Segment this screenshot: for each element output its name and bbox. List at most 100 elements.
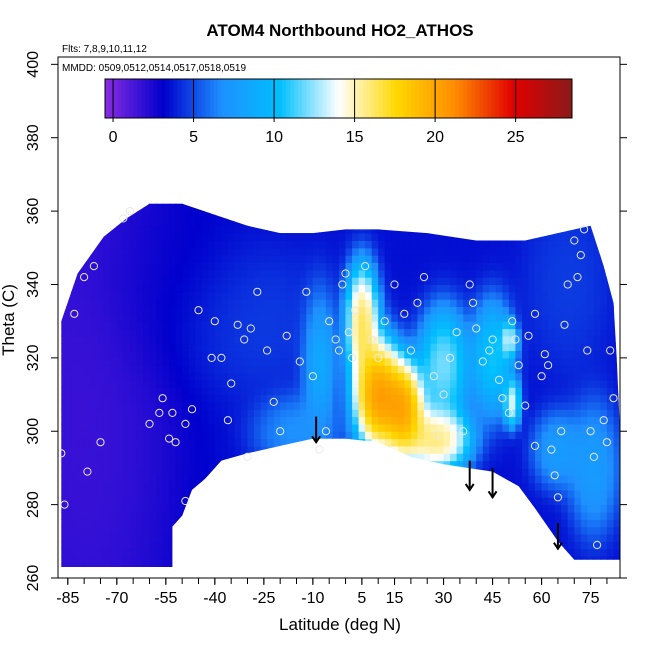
heatmap-cell <box>476 203 484 205</box>
heatmap-cell <box>391 519 399 528</box>
heatmap-cell <box>567 563 575 568</box>
heatmap-cell <box>417 445 425 454</box>
heatmap-cell <box>129 328 137 337</box>
heatmap-cell <box>554 255 562 263</box>
colorbar-swatch <box>402 79 408 118</box>
heatmap-cell <box>587 357 595 366</box>
heatmap-cell <box>123 489 131 498</box>
heatmap-cell <box>162 453 170 462</box>
heatmap-cell <box>214 482 222 491</box>
heatmap-cell <box>378 269 386 278</box>
heatmap-cell <box>260 357 268 366</box>
heatmap-cell <box>450 218 458 227</box>
sample-point <box>452 328 461 337</box>
heatmap-cell <box>384 497 392 506</box>
heatmap-cell <box>188 299 196 308</box>
heatmap-cell <box>437 519 445 528</box>
heatmap-cell <box>424 240 432 249</box>
heatmap-cell <box>208 240 216 249</box>
heatmap-cell <box>64 306 72 315</box>
heatmap-cell <box>522 394 530 403</box>
heatmap-cell <box>195 335 203 344</box>
heatmap-cell <box>489 534 497 542</box>
colorbar-swatch <box>217 79 223 118</box>
colorbar-swatch <box>145 79 150 118</box>
heatmap-cell <box>463 519 471 528</box>
heatmap-cell <box>286 284 294 293</box>
heatmap-cell <box>371 218 379 227</box>
heatmap-cell <box>208 401 216 410</box>
heatmap-cell <box>417 512 425 520</box>
heatmap-cell <box>345 556 353 564</box>
heatmap-cell <box>188 357 196 366</box>
heatmap-cell <box>325 409 333 418</box>
heatmap-cell <box>260 497 268 506</box>
heatmap-cell <box>371 556 379 564</box>
heatmap-cell <box>221 467 229 476</box>
sample-point <box>194 306 203 315</box>
heatmap-cell <box>110 453 118 462</box>
heatmap-cell <box>61 475 66 484</box>
heatmap-cell <box>103 504 111 513</box>
heatmap-cell <box>149 365 157 374</box>
heatmap-cell <box>554 291 562 300</box>
heatmap-cell <box>417 504 425 513</box>
heatmap-cell <box>241 548 249 557</box>
heatmap-cell <box>332 556 340 564</box>
heatmap-cell <box>430 284 438 293</box>
heatmap-cell <box>535 299 543 308</box>
heatmap-cell <box>384 343 392 352</box>
heatmap-cell <box>600 321 608 330</box>
heatmap-cell <box>293 438 301 447</box>
heatmap-cell <box>482 512 490 520</box>
heatmap-cell <box>208 269 216 278</box>
heatmap-cell <box>267 489 275 498</box>
heatmap-cell <box>443 431 451 440</box>
heatmap-cell <box>417 291 425 300</box>
heatmap-cell <box>97 365 105 374</box>
heatmap-cell <box>64 438 72 447</box>
heatmap-cell <box>162 225 170 234</box>
heatmap-cell <box>482 350 490 359</box>
heatmap-cell <box>97 438 105 447</box>
heatmap-cell <box>214 438 222 447</box>
heatmap-cell <box>469 409 477 418</box>
heatmap-cell <box>267 526 275 535</box>
heatmap-cell <box>214 343 222 352</box>
heatmap-cell <box>156 489 164 498</box>
heatmap-cell <box>286 401 294 410</box>
heatmap-cell <box>345 445 353 454</box>
heatmap-cell <box>600 313 608 322</box>
heatmap-cell <box>515 409 523 418</box>
heatmap-cell <box>482 467 490 476</box>
heatmap-cell <box>227 387 235 396</box>
heatmap-cell <box>306 284 314 293</box>
heatmap-cell <box>208 313 216 322</box>
heatmap-cell <box>129 475 137 484</box>
heatmap-cell <box>593 475 601 484</box>
heatmap-cell <box>319 401 327 410</box>
heatmap-cell <box>221 438 229 447</box>
heatmap-cell <box>384 262 392 271</box>
heatmap-cell <box>162 262 170 271</box>
heatmap-cell <box>397 423 405 432</box>
heatmap-cell <box>241 475 249 484</box>
heatmap-cell <box>495 277 503 285</box>
heatmap-cell <box>345 504 353 513</box>
heatmap-cell <box>201 512 209 520</box>
heatmap-cell <box>352 387 360 396</box>
heatmap-cell <box>541 409 549 418</box>
heatmap-cell <box>267 269 275 278</box>
heatmap-cell <box>404 357 412 366</box>
heatmap-cell <box>358 453 366 462</box>
heatmap-cell <box>600 203 608 212</box>
heatmap-cell <box>410 313 418 322</box>
y-tick-label: 400 <box>25 51 42 78</box>
heatmap-cell <box>273 269 281 278</box>
heatmap-cell <box>515 277 523 285</box>
heatmap-cell <box>443 335 451 344</box>
heatmap-cell <box>195 519 203 528</box>
heatmap-cell <box>482 482 490 491</box>
heatmap-cell <box>182 343 190 352</box>
heatmap-cell <box>319 240 327 249</box>
